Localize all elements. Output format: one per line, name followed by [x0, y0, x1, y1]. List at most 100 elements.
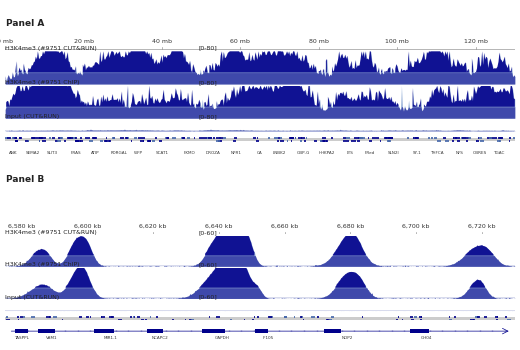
Bar — [15, 140, 18, 141]
Bar — [148, 140, 151, 141]
Bar — [244, 319, 245, 321]
Bar — [11, 137, 12, 139]
Bar — [473, 319, 475, 321]
Bar — [256, 140, 259, 141]
Text: TASPPL: TASPPL — [14, 336, 29, 340]
Bar — [12, 137, 15, 139]
Bar — [468, 137, 469, 139]
Text: IF105: IF105 — [263, 336, 274, 340]
Bar — [470, 319, 474, 321]
Bar — [500, 137, 503, 139]
Bar — [140, 137, 145, 139]
Bar — [80, 140, 83, 141]
Text: [0-60]: [0-60] — [199, 295, 217, 300]
Bar — [388, 140, 389, 141]
Bar — [89, 140, 93, 141]
Bar — [347, 140, 349, 141]
Bar — [277, 140, 279, 141]
Bar — [6, 319, 9, 321]
Bar — [36, 137, 40, 139]
Text: H3K4me3 (#9751 ChIP): H3K4me3 (#9751 ChIP) — [5, 80, 80, 85]
Text: SLIT3: SLIT3 — [47, 151, 58, 155]
Bar — [498, 137, 502, 139]
Bar — [375, 137, 379, 139]
Bar — [7, 137, 11, 139]
Bar — [444, 137, 446, 139]
Bar — [77, 140, 81, 141]
Bar — [268, 137, 270, 139]
Text: FRed: FRed — [365, 151, 375, 155]
Bar — [358, 137, 362, 139]
Bar — [389, 137, 393, 139]
Bar — [126, 137, 127, 139]
Text: 120 mb: 120 mb — [464, 38, 488, 44]
Bar — [15, 137, 17, 139]
Bar — [208, 137, 213, 139]
Text: PDRGAL: PDRGAL — [110, 151, 127, 155]
Bar — [109, 140, 111, 141]
Bar — [386, 137, 388, 139]
Bar — [476, 140, 479, 141]
Bar — [497, 319, 498, 321]
Bar — [172, 319, 174, 321]
Bar — [272, 137, 273, 139]
Bar — [129, 316, 132, 318]
Bar — [157, 316, 158, 318]
Bar — [166, 137, 169, 139]
Text: SLN2I: SLN2I — [387, 151, 399, 155]
Text: THFCA: THFCA — [430, 151, 443, 155]
Bar — [202, 329, 226, 333]
Bar — [85, 137, 89, 139]
Bar — [167, 137, 169, 139]
Text: H3K4me3 (#9751 CUT&RUN): H3K4me3 (#9751 CUT&RUN) — [5, 230, 97, 235]
Bar — [357, 140, 360, 141]
Bar — [301, 316, 303, 318]
Bar — [475, 316, 479, 318]
Bar — [407, 137, 409, 139]
Text: LNBK2: LNBK2 — [273, 151, 287, 155]
Bar — [23, 316, 25, 318]
Text: 0 mb: 0 mb — [0, 38, 13, 44]
Bar — [134, 137, 137, 139]
Bar — [101, 316, 102, 318]
Bar — [67, 137, 71, 139]
Bar — [476, 140, 477, 141]
Bar — [172, 137, 176, 139]
Bar — [187, 137, 190, 139]
Bar — [38, 329, 55, 333]
Bar — [320, 140, 321, 141]
Bar — [410, 316, 413, 318]
Bar — [384, 137, 386, 139]
Bar — [280, 137, 282, 139]
Bar — [15, 137, 17, 139]
Bar — [207, 137, 212, 139]
Text: GAPDH: GAPDH — [215, 336, 229, 340]
Bar — [331, 316, 334, 318]
Bar — [233, 140, 237, 141]
Text: NCAPC2: NCAPC2 — [151, 336, 168, 340]
Bar — [235, 137, 237, 139]
Text: 60 mb: 60 mb — [230, 38, 250, 44]
Text: LYS: LYS — [347, 151, 354, 155]
Bar — [113, 137, 115, 139]
Bar — [317, 316, 319, 318]
Bar — [42, 140, 46, 141]
Text: NFS: NFS — [456, 151, 464, 155]
Bar — [165, 137, 166, 139]
Bar — [497, 140, 501, 141]
Bar — [48, 137, 51, 139]
Bar — [287, 140, 288, 141]
Text: 6,600 kb: 6,600 kb — [74, 223, 101, 228]
Bar — [362, 137, 365, 139]
Bar — [453, 316, 456, 318]
Bar — [499, 137, 503, 139]
Bar — [434, 137, 437, 139]
Bar — [109, 316, 113, 318]
Bar — [133, 316, 135, 318]
Bar — [410, 329, 430, 333]
Bar — [257, 137, 258, 139]
Bar — [94, 329, 114, 333]
Bar — [495, 316, 498, 318]
Bar — [390, 137, 393, 139]
Text: GBP-G: GBP-G — [296, 151, 310, 155]
